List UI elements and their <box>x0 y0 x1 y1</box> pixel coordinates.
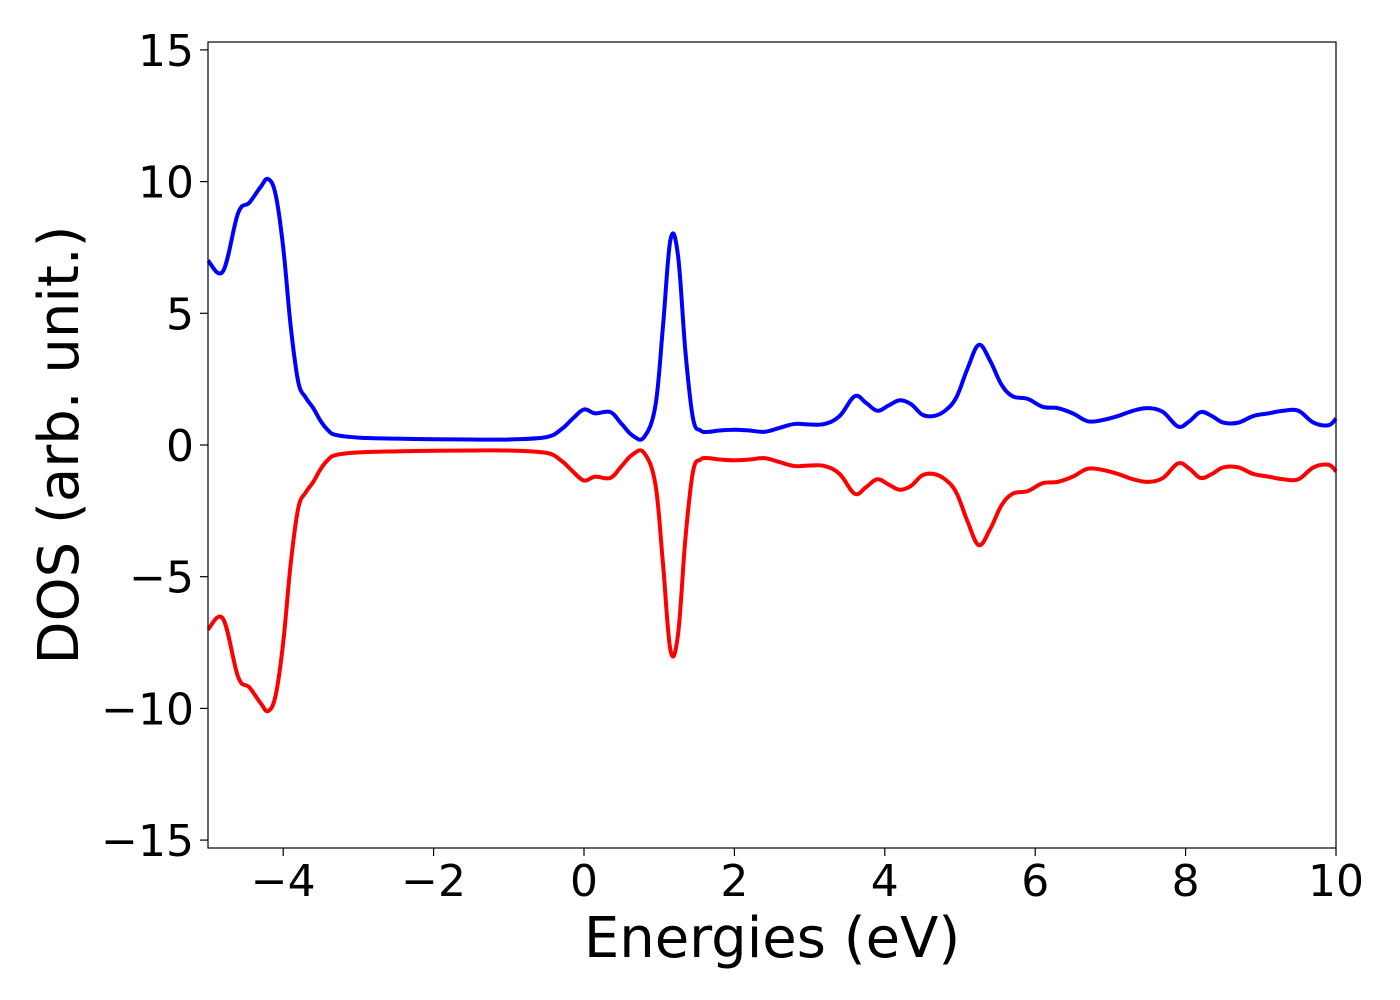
y-tick-label: 15 <box>138 26 194 77</box>
y-tick-label: 5 <box>166 289 194 340</box>
x-tick-label: −4 <box>251 856 316 907</box>
y-tick-label: −5 <box>129 553 194 604</box>
series-line-0 <box>206 176 1338 442</box>
plot-background <box>208 42 1336 848</box>
series-lines <box>206 176 1338 714</box>
y-axis-label: DOS (arb. unit.) <box>27 225 92 664</box>
x-tick-label: −2 <box>401 856 466 907</box>
x-tick-label: 10 <box>1308 856 1364 907</box>
y-tick-label: −15 <box>101 816 194 867</box>
x-axis-label: Energies (eV) <box>584 906 960 971</box>
y-tick-label: 0 <box>166 421 194 472</box>
y-tick-label: 10 <box>138 158 194 209</box>
x-tick-label: 2 <box>720 856 748 907</box>
x-tick-label: 0 <box>570 856 598 907</box>
x-tick-label: 4 <box>871 856 899 907</box>
y-tick-label: −10 <box>101 684 194 735</box>
x-axis: −4 −2 0 2 4 6 8 10 <box>251 848 1364 907</box>
series-line-1 <box>206 448 1338 714</box>
x-tick-label: 6 <box>1021 856 1049 907</box>
x-tick-label: 8 <box>1172 856 1200 907</box>
y-axis: 15 10 5 0 −5 −10 −15 <box>101 26 208 867</box>
